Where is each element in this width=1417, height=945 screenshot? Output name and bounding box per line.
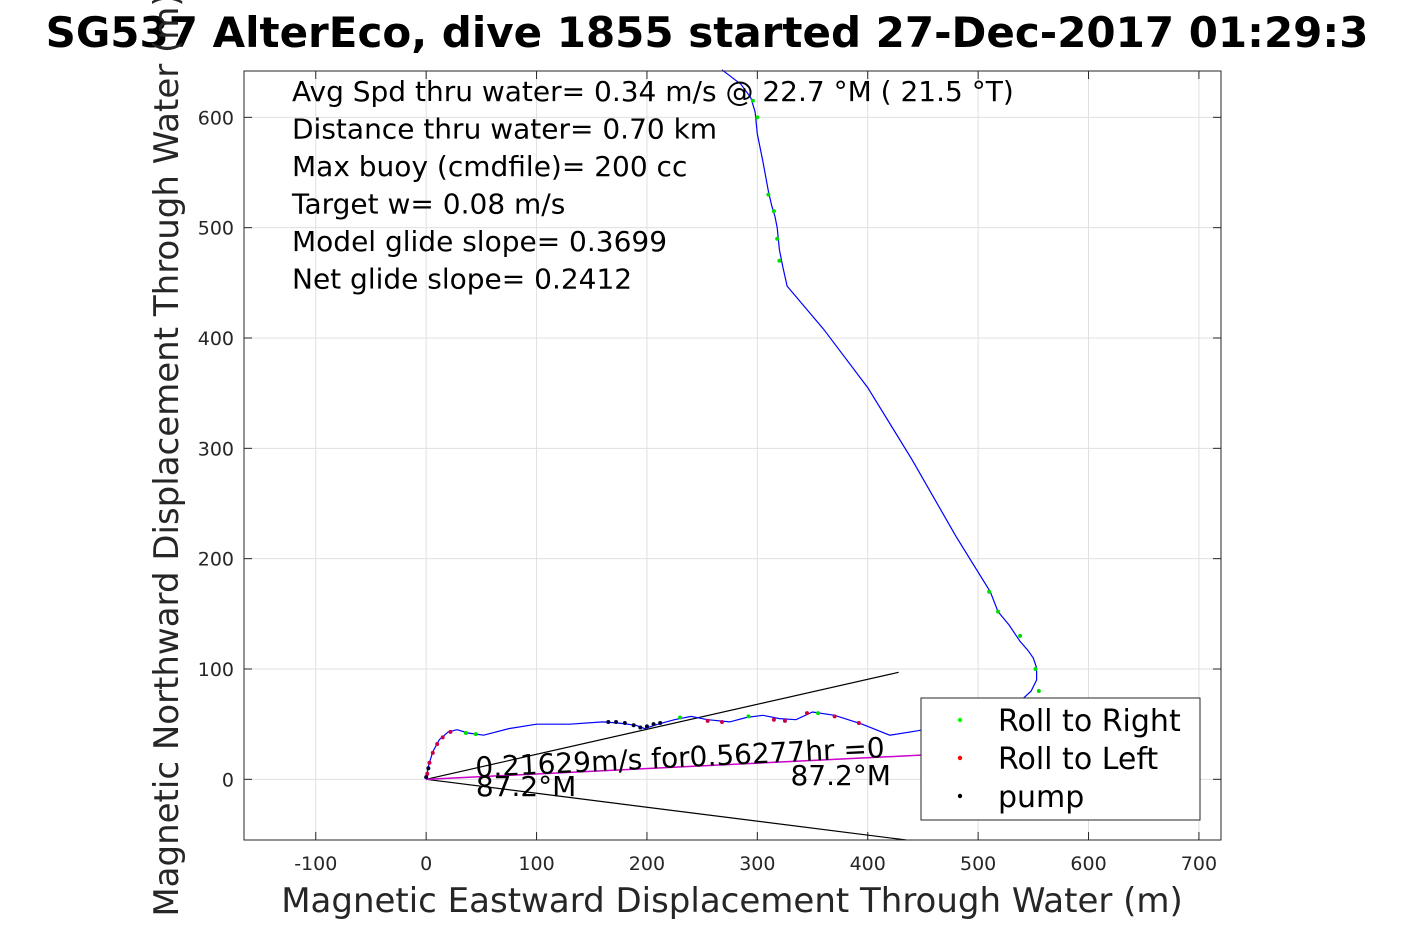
x-tick-label: -100 [294, 853, 337, 875]
roll-right-point [1036, 689, 1041, 694]
x-tick-label: 100 [518, 853, 554, 875]
roll-right-point [987, 589, 992, 594]
roll-right-point [1018, 633, 1023, 638]
wedge-lines [426, 671, 907, 841]
net-line [426, 754, 923, 781]
legend-marker [957, 793, 963, 799]
pump-point [426, 766, 431, 771]
wedge-line [426, 671, 899, 780]
pump-markers [424, 719, 663, 780]
x-tick-label: 700 [1181, 853, 1217, 875]
roll-right-point [816, 711, 821, 716]
roll-left-point [430, 750, 435, 755]
pump-point [651, 722, 656, 727]
y-axis-label: Magnetic Northward Displacement Through … [147, 0, 187, 917]
x-axis-label: Magnetic Eastward Displacement Through W… [281, 881, 1183, 921]
roll-right-point [473, 732, 478, 737]
roll-right-point [746, 714, 751, 719]
roll-left-point [805, 711, 810, 716]
y-tick-label: 600 [198, 107, 234, 129]
y-tick-label: 500 [198, 218, 234, 240]
info-line: Target w= 0.08 m/s [291, 188, 565, 221]
roll-left-point [440, 735, 445, 740]
legend-marker [957, 755, 963, 761]
wedge-line [426, 778, 907, 841]
roll-right-point [463, 730, 468, 735]
roll-left-point [427, 760, 432, 765]
roll-left-point [782, 718, 787, 723]
pump-point [424, 775, 429, 780]
info-line: Net glide slope= 0.2412 [292, 263, 632, 296]
legend-label: Roll to Left [998, 742, 1158, 777]
pump-point [606, 719, 611, 724]
info-line: Distance thru water= 0.70 km [292, 113, 717, 146]
legend-marker [957, 717, 963, 723]
legend-label: pump [998, 780, 1084, 815]
roll-right-point [777, 258, 782, 263]
y-tick-label: 100 [198, 659, 234, 681]
x-tick-label: 400 [850, 853, 886, 875]
chart-title: SG537 AlterEco, dive 1855 started 27-Dec… [46, 8, 1369, 57]
legend-label: Roll to Right [998, 704, 1181, 739]
pump-point [622, 721, 627, 726]
y-tick-label: 200 [198, 549, 234, 571]
roll-left-point [856, 721, 861, 726]
info-line: Avg Spd thru water= 0.34 m/s @ 22.7 °M (… [292, 75, 1014, 108]
x-tick-label: 200 [629, 853, 665, 875]
roll-right-point [750, 98, 755, 103]
roll-right-point [775, 236, 780, 241]
pump-point [614, 719, 619, 724]
x-tick-label: 600 [1070, 853, 1106, 875]
pump-point [644, 724, 649, 729]
roll-right-point [996, 609, 1001, 614]
pump-point [638, 725, 643, 730]
x-ticks: -100 0 100 200 300 400 500 600 700 [294, 71, 1217, 875]
roll-right-point [755, 115, 760, 120]
x-tick-label: 300 [739, 853, 775, 875]
y-tick-label: 0 [222, 769, 234, 791]
info-box: Avg Spd thru water= 0.34 m/s @ 22.7 °M (… [291, 75, 1014, 296]
net-displacement-line [426, 754, 923, 781]
plot-frame [243, 70, 1222, 841]
roll-left-point [771, 717, 776, 722]
y-tick-label: 300 [198, 438, 234, 460]
y-ticks: 0 100 200 300 400 500 600 [198, 107, 1221, 791]
pump-point [631, 723, 636, 728]
roll-right-point [766, 192, 771, 197]
roll-left-point [720, 719, 725, 724]
info-line: Max buoy (cmdfile)= 200 cc [292, 150, 687, 183]
info-line: Model glide slope= 0.3699 [292, 225, 667, 258]
legend-box [920, 697, 1201, 821]
roll-left-point [448, 729, 453, 734]
y-tick-label: 400 [198, 328, 234, 350]
roll-left-point [425, 771, 430, 776]
pump-point [658, 721, 663, 726]
roll-right-point [1033, 666, 1038, 671]
roll-right-point [771, 209, 776, 214]
roll-left-point [435, 742, 440, 747]
x-tick-label: 500 [960, 853, 996, 875]
roll-left-markers [425, 711, 861, 776]
x-tick-label: 0 [420, 853, 432, 875]
roll-left-point [832, 714, 837, 719]
annotation-text: 87.2°M [476, 770, 577, 803]
roll-right-point [678, 715, 683, 720]
roll-right-markers [463, 98, 1041, 737]
roll-left-point [705, 718, 710, 723]
annotation-text: 87.2°M [790, 759, 891, 792]
